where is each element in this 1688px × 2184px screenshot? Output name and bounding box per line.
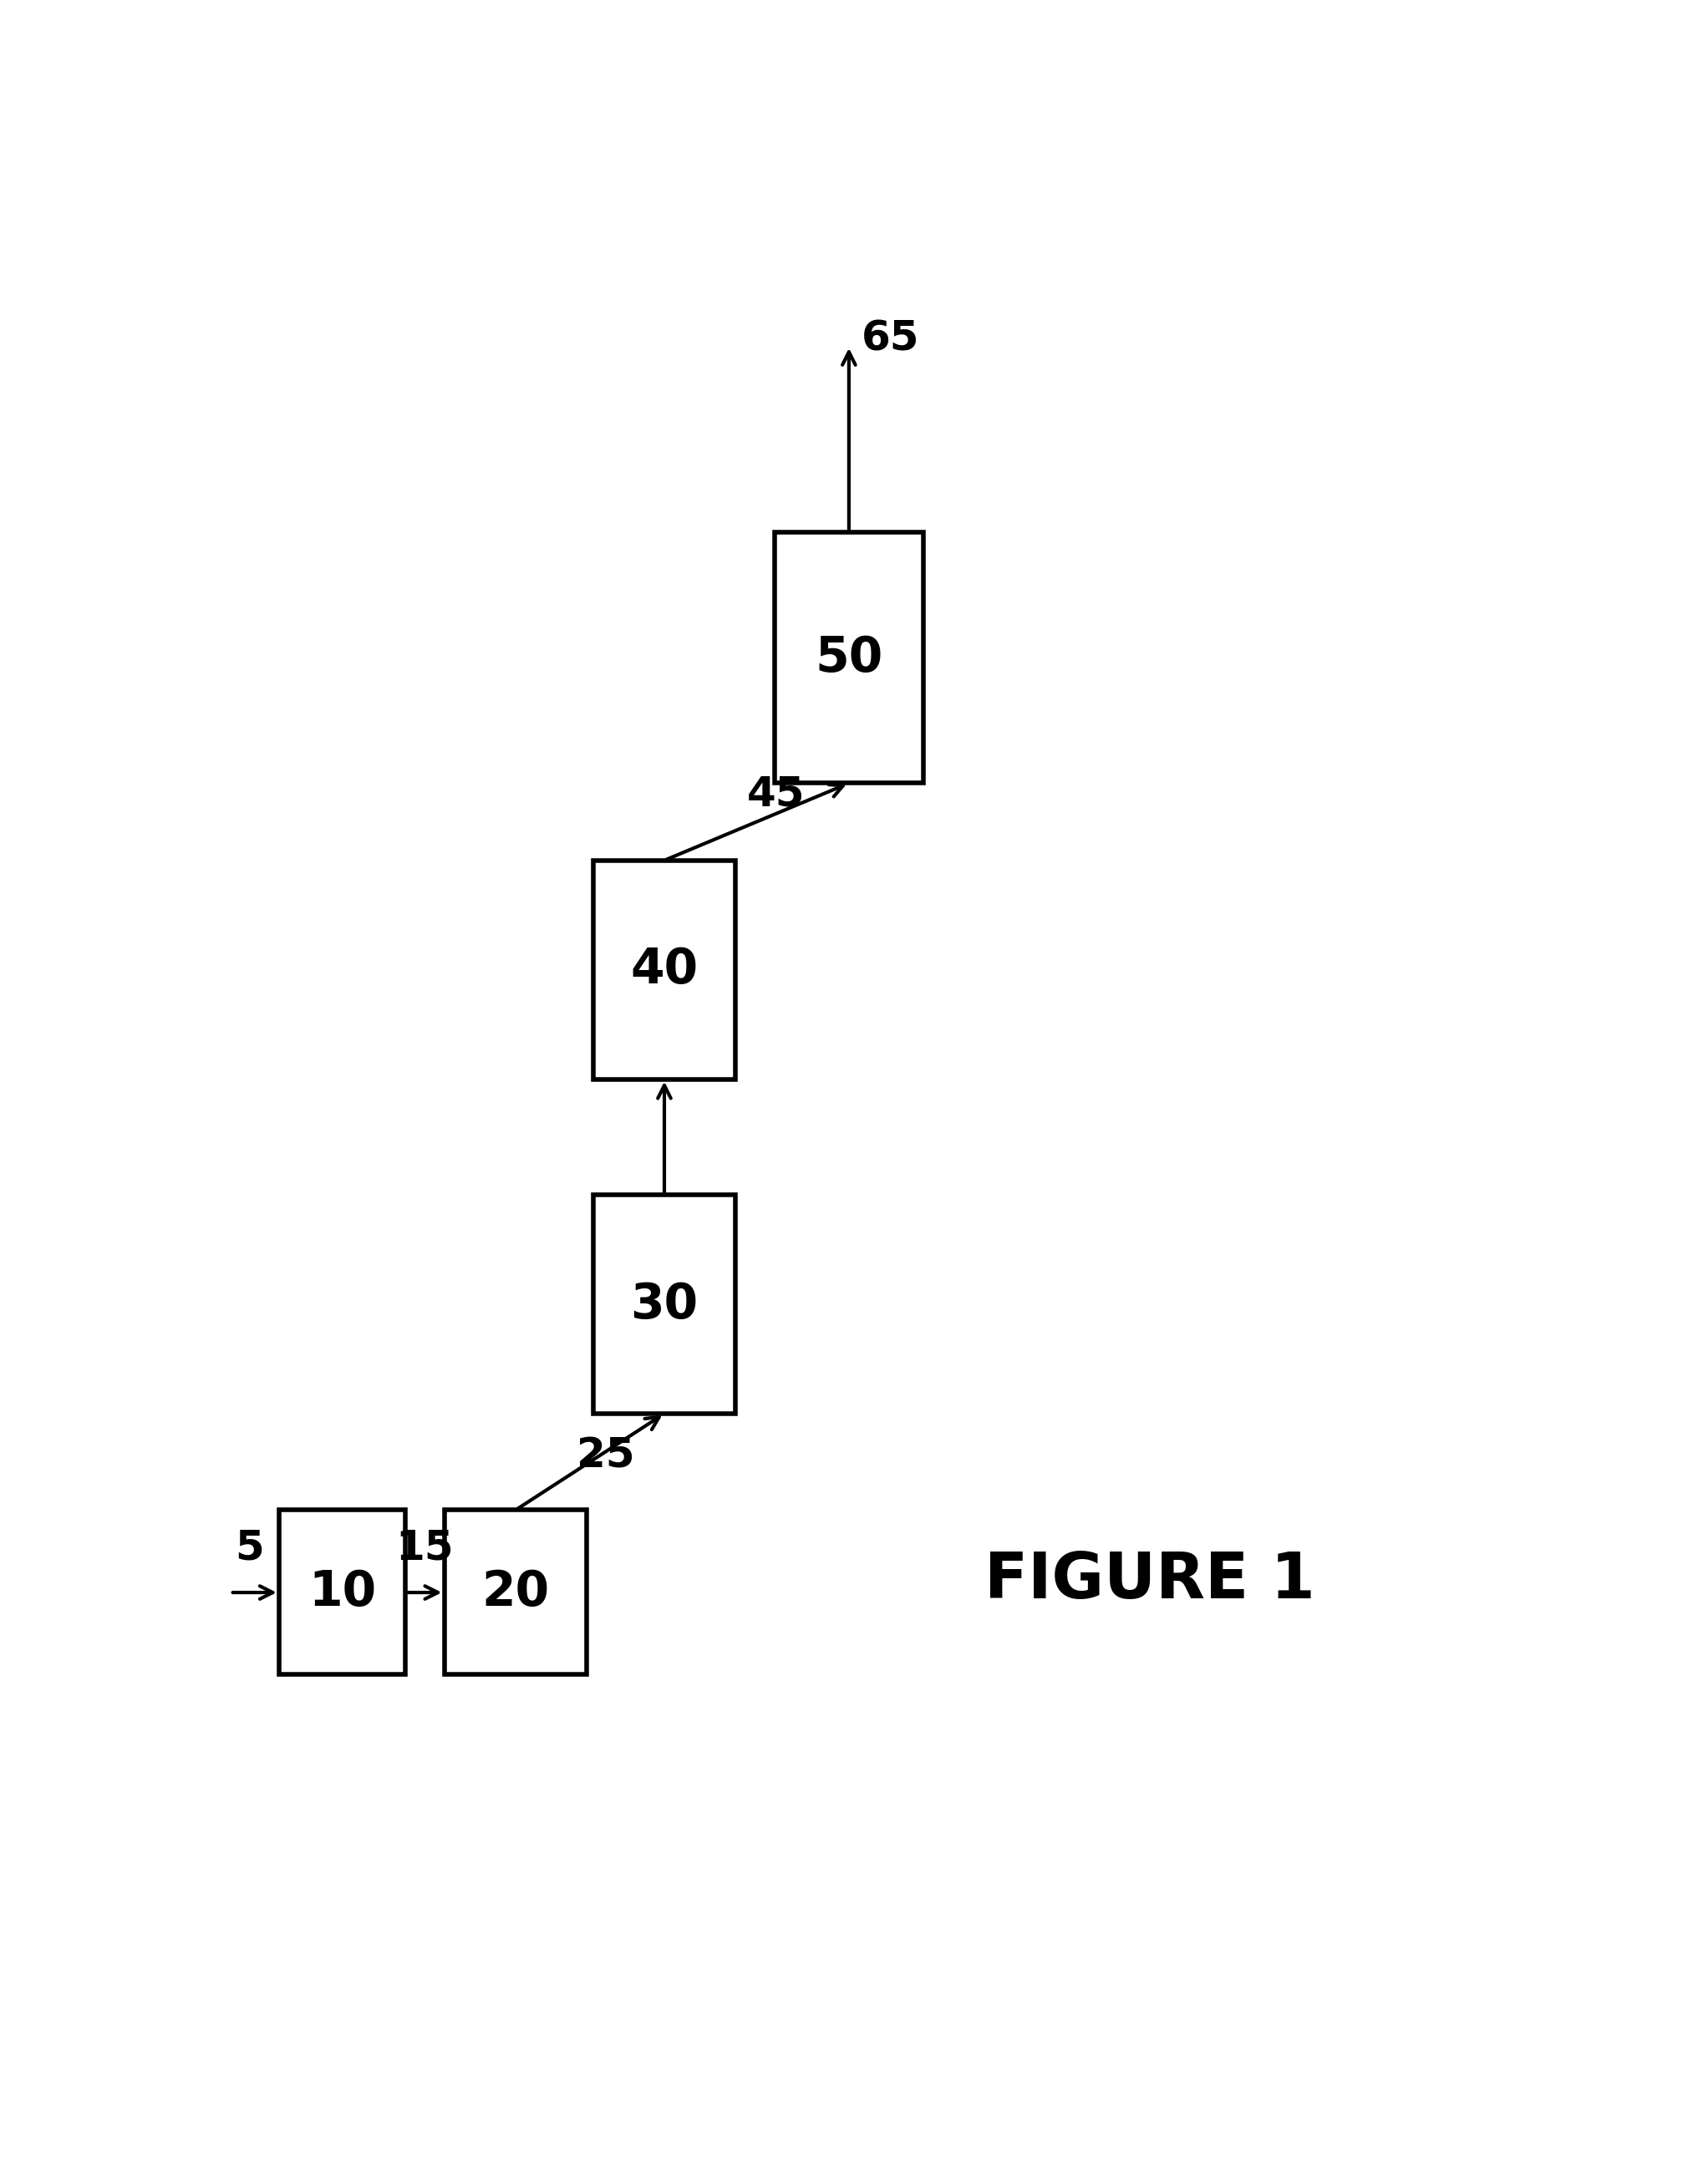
Text: 10: 10 xyxy=(309,1568,376,1616)
Text: 65: 65 xyxy=(863,319,920,358)
Bar xyxy=(775,533,923,784)
Text: 45: 45 xyxy=(748,773,805,815)
Text: 50: 50 xyxy=(815,633,883,681)
Bar xyxy=(592,860,736,1079)
Text: FIGURE 1: FIGURE 1 xyxy=(984,1551,1315,1612)
Text: 40: 40 xyxy=(630,946,699,994)
Bar xyxy=(444,1509,587,1675)
Text: 25: 25 xyxy=(577,1435,635,1476)
Text: 20: 20 xyxy=(481,1568,549,1616)
Text: 30: 30 xyxy=(630,1280,699,1328)
Bar xyxy=(592,1195,736,1413)
Text: 5: 5 xyxy=(235,1529,265,1568)
Bar xyxy=(279,1509,405,1675)
Text: 15: 15 xyxy=(395,1529,454,1568)
